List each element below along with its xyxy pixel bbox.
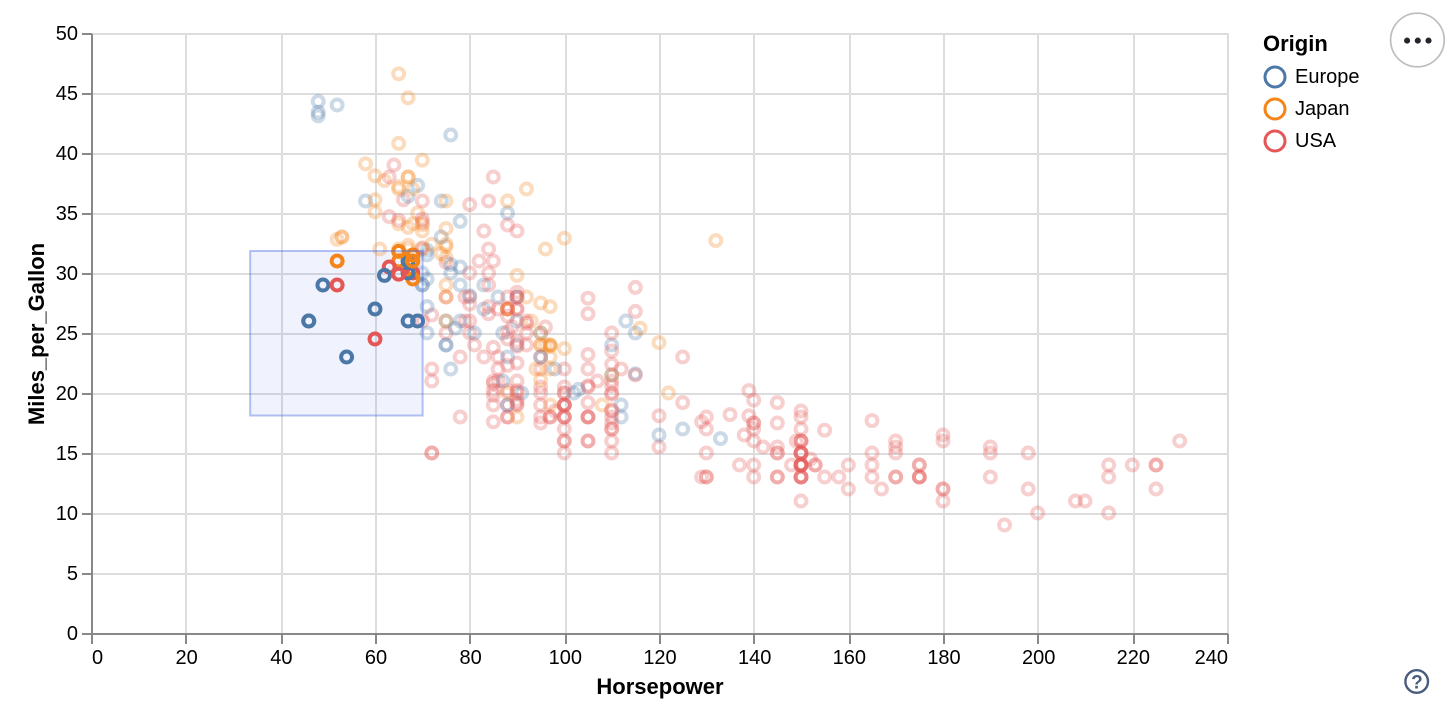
svg-text:10: 10 xyxy=(55,503,77,525)
svg-text:100: 100 xyxy=(548,647,581,669)
svg-text:200: 200 xyxy=(1021,647,1054,669)
svg-text:25: 25 xyxy=(55,323,77,345)
svg-text:15: 15 xyxy=(55,443,77,465)
svg-text:Origin: Origin xyxy=(1263,31,1328,56)
svg-text:?: ? xyxy=(1411,673,1423,694)
svg-text:35: 35 xyxy=(55,203,77,225)
svg-text:Horsepower: Horsepower xyxy=(596,674,724,699)
svg-text:180: 180 xyxy=(927,647,960,669)
svg-text:Japan: Japan xyxy=(1295,98,1350,120)
svg-text:20: 20 xyxy=(175,647,197,669)
svg-text:50: 50 xyxy=(55,23,77,45)
svg-text:240: 240 xyxy=(1194,647,1227,669)
svg-text:Europe: Europe xyxy=(1295,66,1360,88)
svg-text:40: 40 xyxy=(270,647,292,669)
svg-text:30: 30 xyxy=(55,263,77,285)
svg-text:160: 160 xyxy=(832,647,865,669)
svg-text:120: 120 xyxy=(643,647,676,669)
svg-text:140: 140 xyxy=(737,647,770,669)
svg-text:0: 0 xyxy=(92,647,103,669)
svg-text:220: 220 xyxy=(1116,647,1149,669)
svg-text:Miles_per_Gallon: Miles_per_Gallon xyxy=(23,242,48,424)
svg-text:45: 45 xyxy=(55,83,77,105)
svg-text:20: 20 xyxy=(55,383,77,405)
svg-text:5: 5 xyxy=(66,563,77,585)
svg-text:0: 0 xyxy=(66,623,77,645)
svg-text:40: 40 xyxy=(55,143,77,165)
svg-text:USA: USA xyxy=(1295,130,1337,152)
svg-text:60: 60 xyxy=(364,647,386,669)
svg-text:80: 80 xyxy=(459,647,481,669)
